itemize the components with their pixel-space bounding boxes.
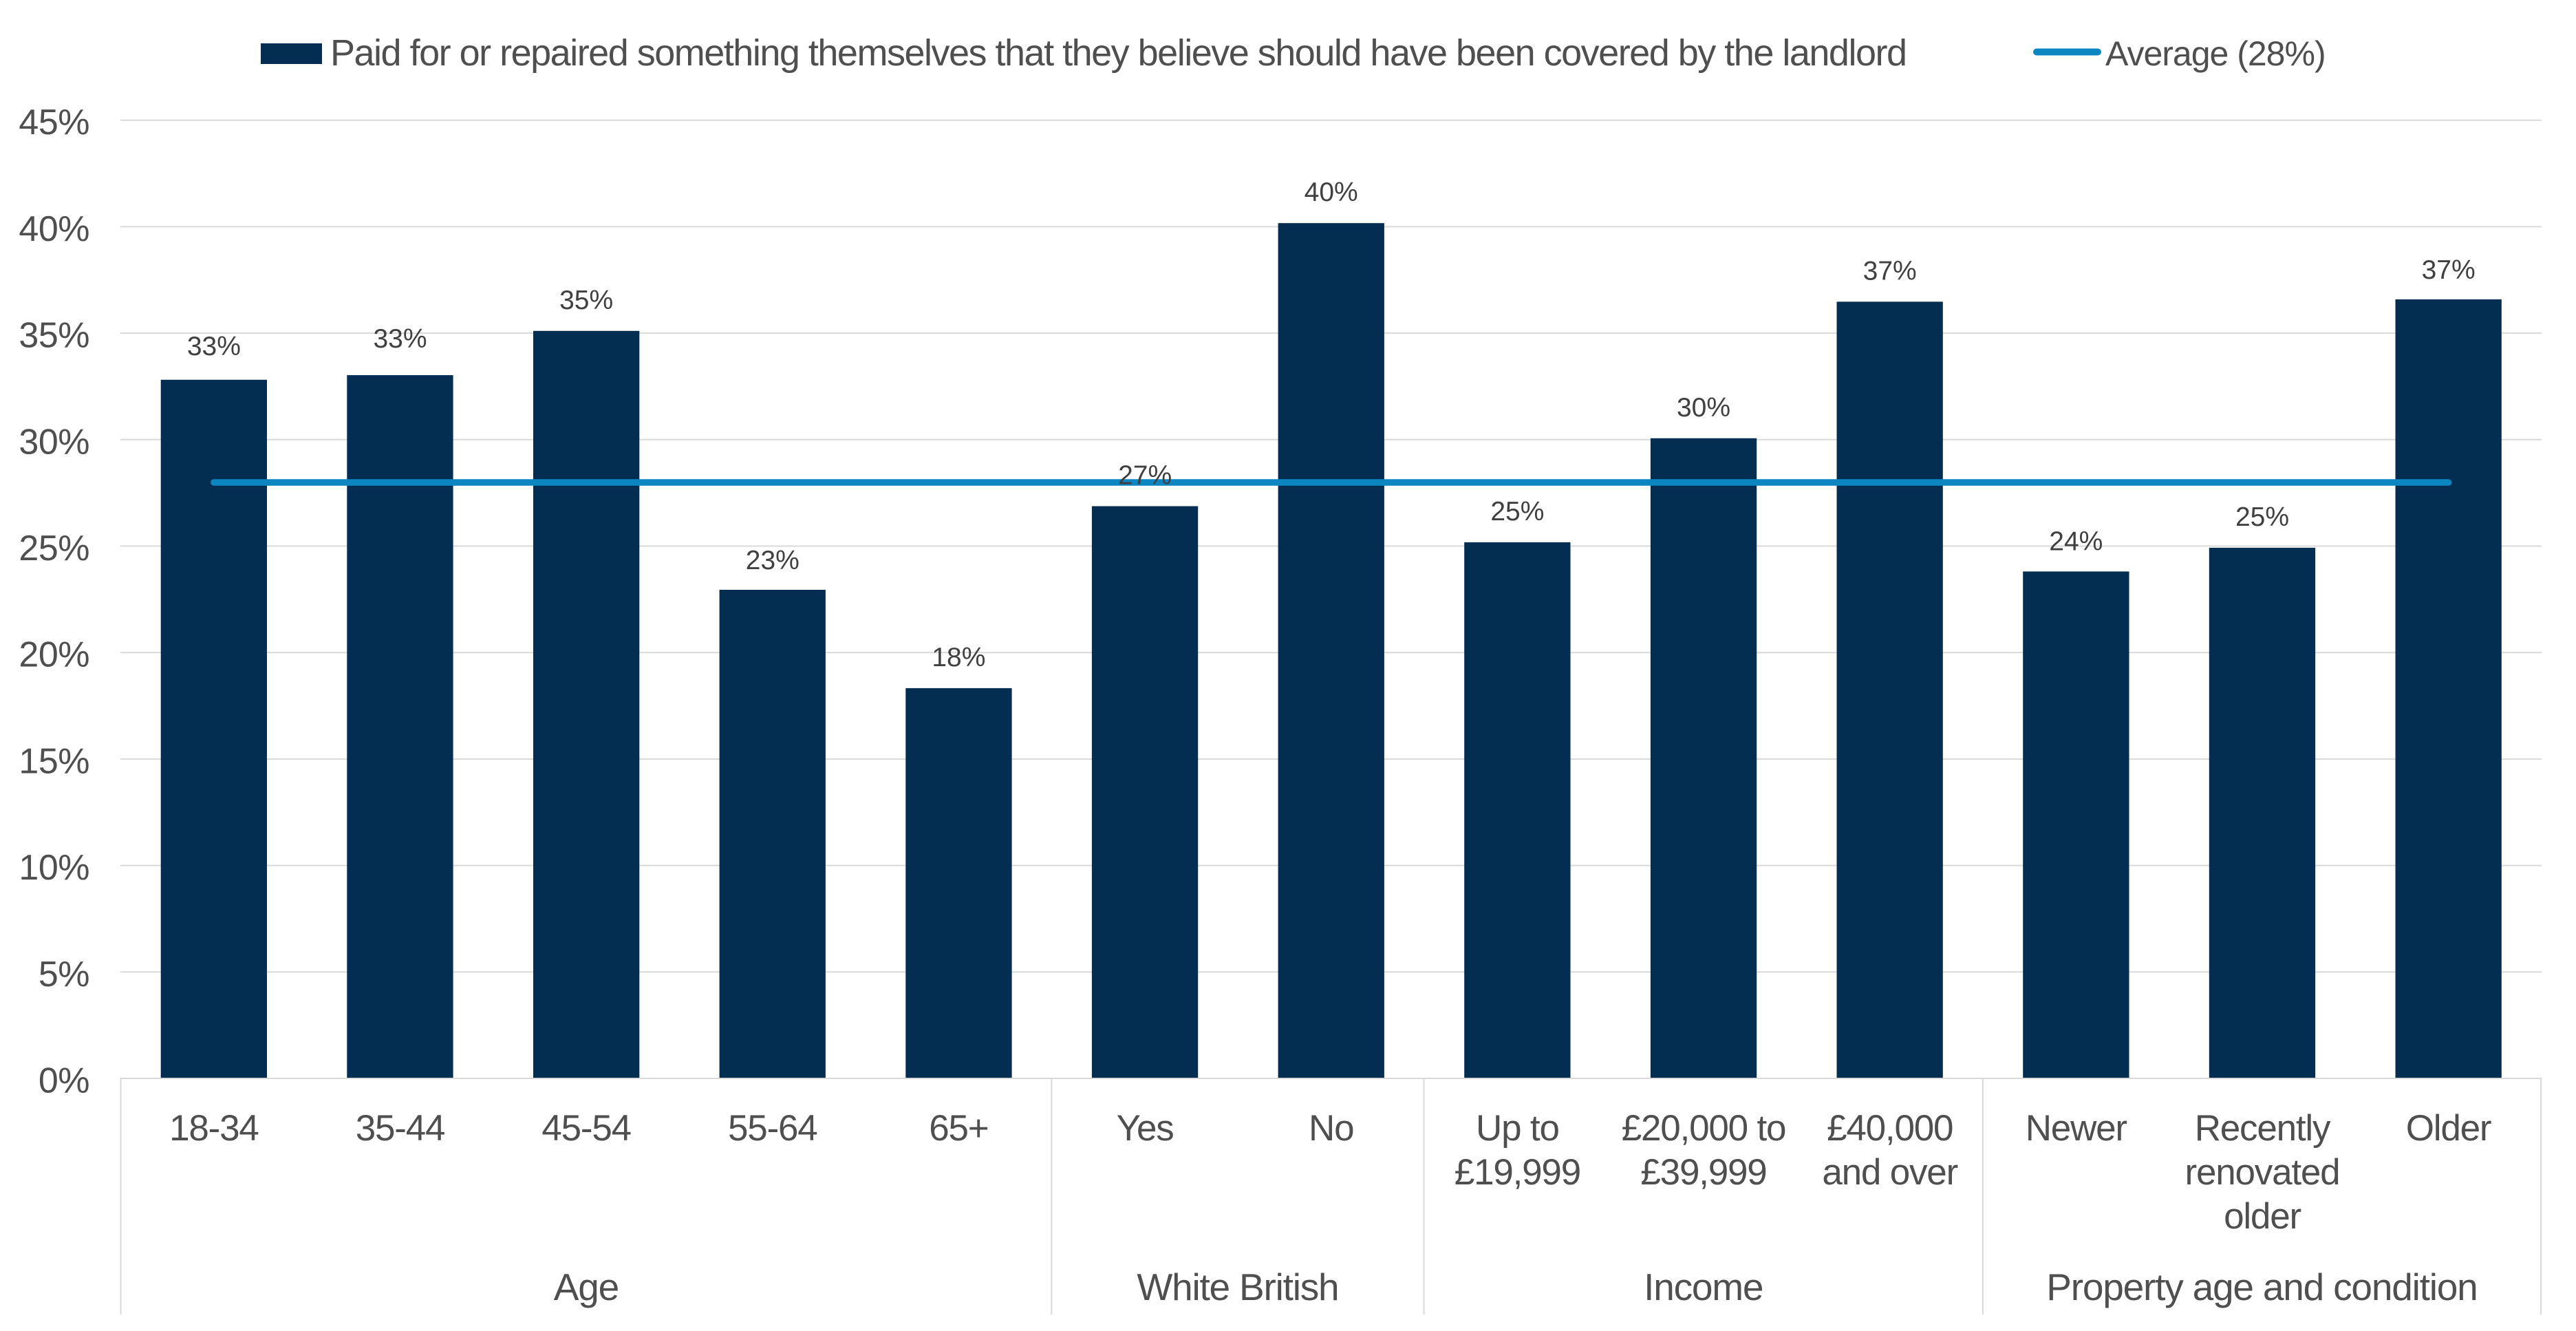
svg-text:older: older [2224, 1196, 2301, 1237]
svg-text:No: No [1309, 1108, 1353, 1149]
svg-text:Age: Age [554, 1266, 619, 1308]
svg-text:15%: 15% [19, 741, 89, 781]
svg-text:Up to: Up to [1476, 1108, 1559, 1149]
svg-text:45-54: 45-54 [541, 1108, 631, 1149]
svg-text:Older: Older [2406, 1108, 2491, 1149]
svg-text:0%: 0% [39, 1061, 89, 1101]
svg-text:45%: 45% [19, 103, 89, 142]
svg-text:55-64: 55-64 [728, 1108, 817, 1149]
svg-text:33%: 33% [373, 324, 427, 354]
svg-text:Newer: Newer [2026, 1108, 2127, 1149]
svg-text:10%: 10% [19, 848, 89, 888]
svg-text:40%: 40% [1305, 178, 1358, 207]
svg-text:65+: 65+ [929, 1108, 988, 1149]
svg-text:and over: and over [1822, 1152, 1957, 1193]
svg-text:27%: 27% [1118, 461, 1172, 491]
svg-text:35%: 35% [19, 316, 89, 356]
svg-text:Income: Income [1644, 1266, 1763, 1308]
svg-text:33%: 33% [187, 332, 241, 361]
svg-text:18%: 18% [932, 643, 985, 672]
svg-text:30%: 30% [19, 422, 89, 462]
svg-text:Yes: Yes [1117, 1108, 1174, 1149]
svg-text:23%: 23% [746, 546, 799, 575]
svg-text:24%: 24% [2049, 526, 2103, 556]
svg-text:Property age and condition: Property age and condition [2046, 1266, 2477, 1308]
svg-text:25%: 25% [2235, 502, 2289, 532]
svg-text:20%: 20% [19, 635, 89, 675]
svg-text:White British: White British [1137, 1266, 1338, 1308]
svg-text:Paid for or repaired something: Paid for or repaired something themselve… [330, 32, 1907, 74]
svg-text:25%: 25% [1490, 497, 1544, 526]
svg-text:37%: 37% [2422, 255, 2476, 285]
svg-text:Average (28%): Average (28%) [2105, 34, 2326, 73]
svg-text:£40,000: £40,000 [1827, 1108, 1953, 1149]
svg-text:renovated: renovated [2185, 1152, 2340, 1193]
svg-text:£19,999: £19,999 [1455, 1152, 1580, 1193]
svg-text:25%: 25% [19, 529, 89, 568]
svg-text:£20,000 to: £20,000 to [1622, 1108, 1786, 1149]
svg-text:40%: 40% [19, 209, 89, 249]
svg-text:37%: 37% [1863, 256, 1917, 286]
svg-text:35-44: 35-44 [356, 1108, 445, 1149]
svg-text:Recently: Recently [2195, 1108, 2331, 1149]
svg-text:35%: 35% [559, 286, 613, 315]
svg-text:£39,999: £39,999 [1640, 1152, 1766, 1193]
svg-text:30%: 30% [1677, 393, 1730, 423]
svg-text:18-34: 18-34 [169, 1108, 259, 1149]
svg-text:5%: 5% [39, 955, 89, 994]
